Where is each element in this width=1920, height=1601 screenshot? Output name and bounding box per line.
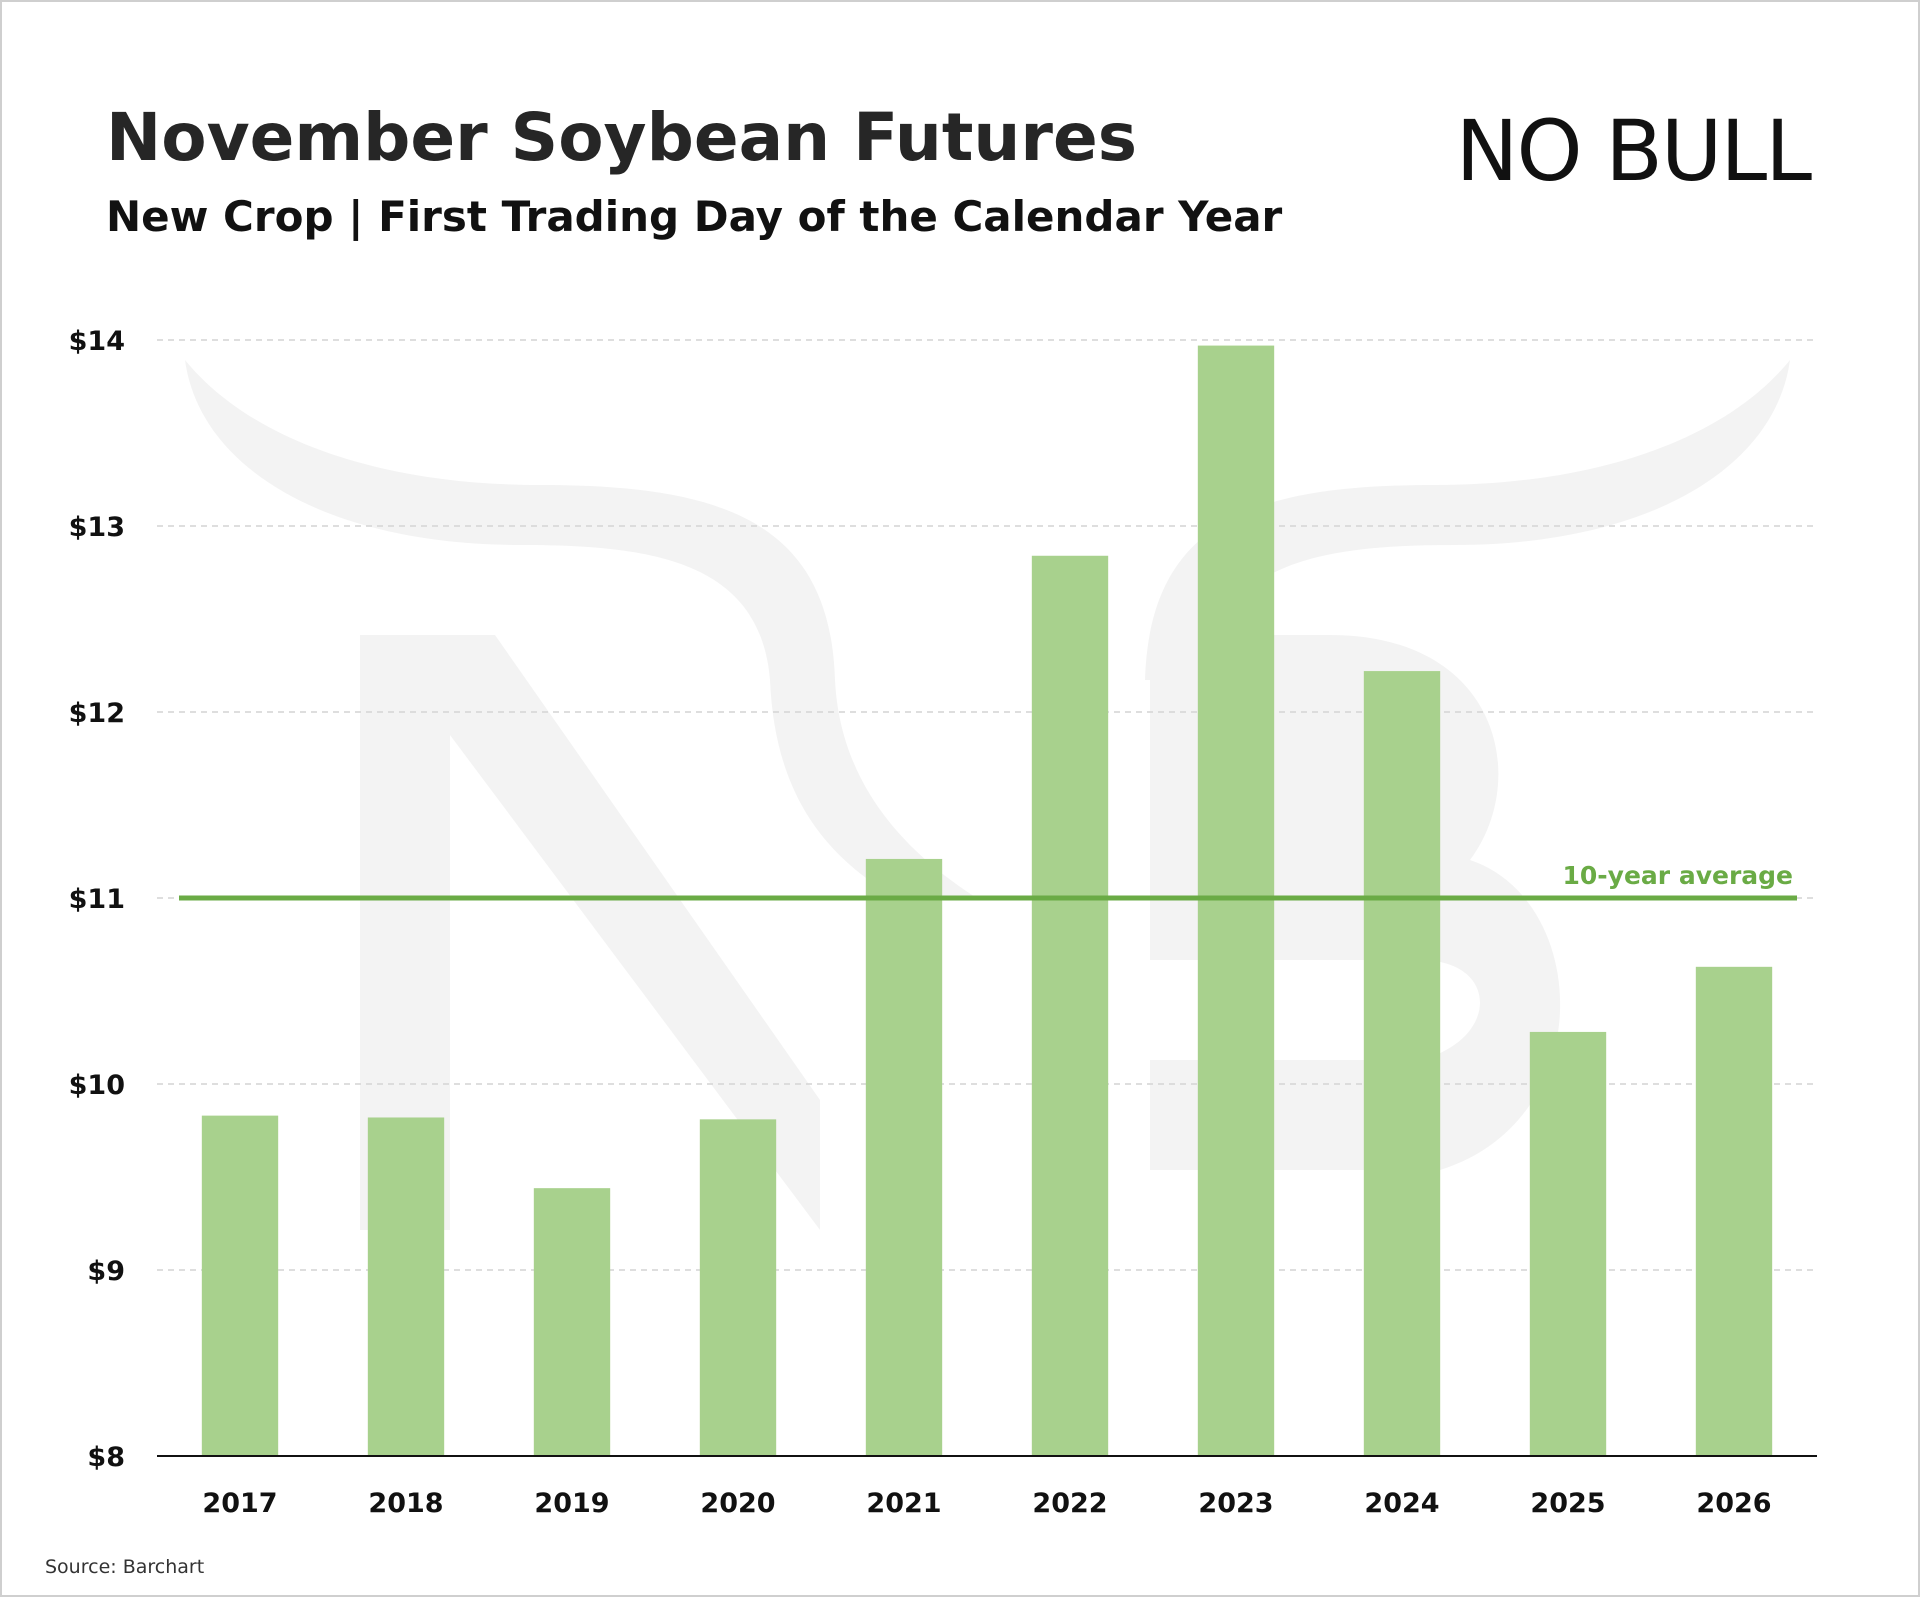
bar (1529, 1031, 1607, 1456)
y-tick-label: $13 (69, 512, 125, 543)
logo: NO BULL (1456, 102, 1813, 200)
bar (201, 1115, 279, 1456)
y-tick-label: $8 (87, 1442, 125, 1473)
x-tick-label: 2026 (1696, 1488, 1771, 1519)
bar (865, 858, 943, 1456)
y-tick-label: $9 (87, 1256, 125, 1287)
x-tick-label: 2018 (368, 1488, 443, 1519)
x-tick-label: 2021 (866, 1488, 941, 1519)
bar (1031, 555, 1109, 1456)
x-tick-label: 2020 (700, 1488, 775, 1519)
bar (1695, 966, 1773, 1456)
x-tick-label: 2019 (534, 1488, 609, 1519)
x-tick-label: 2024 (1364, 1488, 1439, 1519)
x-tick-label: 2025 (1530, 1488, 1605, 1519)
y-tick-label: $12 (69, 698, 125, 729)
chart-subtitle: New Crop | First Trading Day of the Cale… (106, 192, 1283, 241)
chart-title: November Soybean Futures (106, 99, 1137, 176)
bar (367, 1117, 445, 1456)
bar (1363, 671, 1441, 1456)
y-tick-label: $14 (69, 326, 125, 357)
x-tick-label: 2022 (1032, 1488, 1107, 1519)
reference-label: 10-year average (1563, 861, 1794, 890)
y-tick-label: $10 (69, 1070, 125, 1101)
x-tick-label: 2017 (202, 1488, 277, 1519)
source-note: Source: Barchart (45, 1556, 204, 1578)
bar (1197, 345, 1275, 1457)
bar (699, 1119, 777, 1456)
y-tick-label: $11 (69, 884, 125, 915)
x-tick-label: 2023 (1198, 1488, 1273, 1519)
bar (533, 1188, 611, 1456)
